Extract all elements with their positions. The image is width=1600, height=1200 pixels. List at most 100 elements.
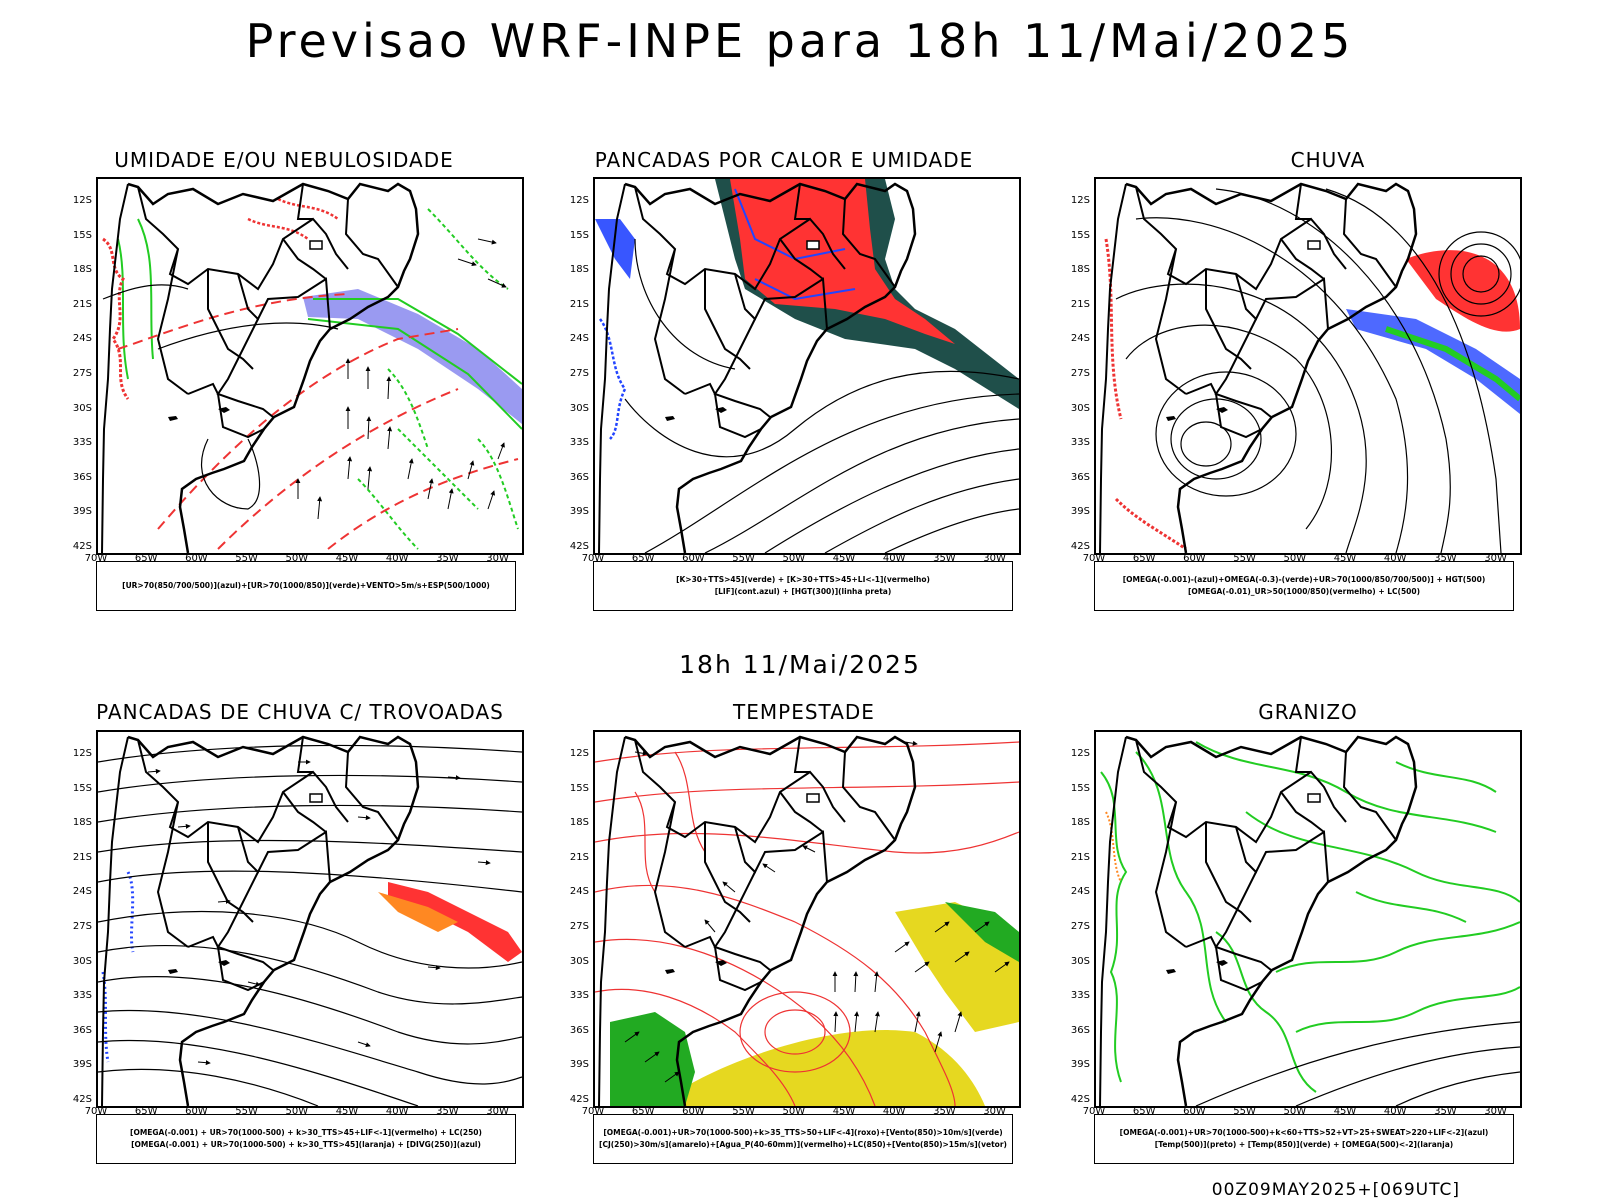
lon-tick-label: 45W bbox=[1333, 553, 1357, 564]
lat-tick-label: 12S bbox=[72, 195, 92, 206]
lon-tick-label: 45W bbox=[832, 1106, 856, 1117]
lon-tick-label: 35W bbox=[933, 553, 956, 564]
lon-tick-label: 65W bbox=[631, 553, 655, 564]
lon-tick-label: 55W bbox=[732, 553, 755, 564]
lon-tick-label: 60W bbox=[1183, 553, 1206, 564]
lat-tick-label: 30S bbox=[569, 955, 589, 967]
legend-pancadas-trovoadas: [OMEGA(-0.001) + UR>70(1000-500) + k>30_… bbox=[96, 1114, 516, 1164]
lat-tick-label: 39S bbox=[569, 506, 589, 518]
lon-tick-label: 45W bbox=[832, 553, 856, 564]
lon-tick-label: 55W bbox=[235, 553, 258, 564]
lon-tick-label: 55W bbox=[235, 1106, 258, 1117]
lat-tick-label: 18S bbox=[569, 817, 589, 829]
lat-tick-label: 15S bbox=[569, 229, 589, 241]
legend-pancadas-calor: [K>30+TTS>45](verde) + [K>30+TTS>45+LI<-… bbox=[593, 561, 1013, 611]
lon-tick-label: 30W bbox=[486, 1106, 509, 1117]
lat-tick-label: 36S bbox=[569, 1024, 589, 1036]
lat-tick-label: 36S bbox=[1070, 1024, 1090, 1036]
lon-tick-label: 40W bbox=[385, 553, 409, 564]
lat-tick-label: 15S bbox=[72, 229, 92, 241]
lon-tick-label: 45W bbox=[335, 1106, 359, 1117]
lon-tick-label: 35W bbox=[436, 553, 459, 564]
lon-tick-label: 65W bbox=[631, 1106, 655, 1117]
lon-tick-label: 30W bbox=[983, 553, 1006, 564]
lat-tick-label: 33S bbox=[569, 990, 589, 1002]
map-tempestade bbox=[593, 730, 1021, 1108]
lat-tick-label: 30S bbox=[569, 402, 589, 414]
lon-tick-label: 60W bbox=[185, 1106, 208, 1117]
lat-tick-label: 18S bbox=[1070, 817, 1090, 829]
panel-title-pancadas-trovoadas: PANCADAS DE CHUVA C/ TROVOADAS bbox=[96, 700, 504, 724]
map-pancadas-trovoadas bbox=[96, 730, 524, 1108]
lon-tick-label: 40W bbox=[1383, 553, 1407, 564]
lon-tick-label: 35W bbox=[1434, 1106, 1457, 1117]
lat-tick-label: 30S bbox=[72, 955, 92, 967]
lon-tick-label: 40W bbox=[882, 1106, 906, 1117]
lat-tick-label: 42S bbox=[569, 541, 589, 552]
lat-tick-label: 36S bbox=[1070, 471, 1090, 483]
lon-tick-label: 70W bbox=[1082, 1106, 1106, 1117]
lat-tick-label: 33S bbox=[72, 437, 92, 449]
lon-tick-label: 35W bbox=[933, 1106, 956, 1117]
lat-tick-label: 18S bbox=[72, 817, 92, 829]
lat-tick-label: 21S bbox=[1070, 851, 1090, 863]
lon-tick-label: 70W bbox=[1082, 553, 1106, 564]
lon-tick-label: 30W bbox=[486, 553, 509, 564]
lat-tick-label: 21S bbox=[569, 298, 589, 310]
lat-tick-label: 27S bbox=[1070, 921, 1090, 932]
lon-tick-label: 55W bbox=[1233, 553, 1256, 564]
lon-tick-label: 30W bbox=[983, 1106, 1006, 1117]
panel-title-granizo: GRANIZO bbox=[1258, 700, 1358, 724]
lon-tick-label: 65W bbox=[134, 1106, 158, 1117]
lat-tick-label: 12S bbox=[569, 748, 589, 759]
lat-tick-label: 36S bbox=[72, 471, 92, 483]
lat-tick-label: 15S bbox=[72, 782, 92, 794]
legend-line: [OMEGA(-0.001)+UR>70(1000-500)+k<60+TTS>… bbox=[1119, 1128, 1489, 1137]
lat-tick-label: 18S bbox=[569, 264, 589, 276]
lon-tick-label: 40W bbox=[1383, 1106, 1407, 1117]
lat-tick-label: 33S bbox=[72, 990, 92, 1002]
legend-line: [OMEGA(-0.001) + UR>70(1000-500) + k>30_… bbox=[131, 1140, 481, 1149]
legend-granizo: [OMEGA(-0.001)+UR>70(1000-500)+k<60+TTS>… bbox=[1094, 1114, 1514, 1164]
lon-tick-label: 70W bbox=[581, 1106, 605, 1117]
mid-title: 18h 11/Mai/2025 bbox=[679, 650, 921, 679]
lat-tick-label: 30S bbox=[72, 402, 92, 414]
lat-tick-label: 33S bbox=[569, 437, 589, 449]
lat-tick-label: 24S bbox=[1070, 886, 1090, 898]
map-pancadas-calor bbox=[593, 177, 1021, 555]
lon-tick-label: 60W bbox=[185, 553, 208, 564]
legend-umidade: [UR>70(850/700/500)](azul)+[UR>70(1000/8… bbox=[96, 561, 516, 611]
map-chuva bbox=[1094, 177, 1522, 555]
lat-tick-label: 18S bbox=[1070, 264, 1090, 276]
lat-tick-label: 12S bbox=[1070, 195, 1090, 206]
lon-tick-label: 50W bbox=[782, 553, 806, 564]
lat-tick-label: 30S bbox=[1070, 955, 1090, 967]
lat-tick-label: 39S bbox=[1070, 506, 1090, 518]
lon-tick-label: 30W bbox=[1484, 1106, 1507, 1117]
lat-tick-label: 21S bbox=[569, 851, 589, 863]
legend-line: [K>30+TTS>45](verde) + [K>30+TTS>45+LI<-… bbox=[676, 575, 930, 584]
panel-title-umidade: UMIDADE E/OU NEBULOSIDADE bbox=[114, 148, 454, 172]
lat-tick-label: 30S bbox=[1070, 402, 1090, 414]
lat-tick-label: 27S bbox=[569, 921, 589, 932]
lat-tick-label: 12S bbox=[72, 748, 92, 759]
lon-tick-label: 50W bbox=[285, 1106, 309, 1117]
lat-tick-label: 36S bbox=[72, 1024, 92, 1036]
legend-line: [OMEGA(-0.001)-(azul)+OMEGA(-0.3)-(verde… bbox=[1122, 575, 1486, 584]
legend-chuva: [OMEGA(-0.001)-(azul)+OMEGA(-0.3)-(verde… bbox=[1094, 561, 1514, 611]
lon-tick-label: 60W bbox=[682, 1106, 705, 1117]
lon-tick-label: 40W bbox=[882, 553, 906, 564]
panel-title-chuva: CHUVA bbox=[1290, 148, 1366, 172]
lon-tick-label: 45W bbox=[335, 553, 359, 564]
legend-line: [OMEGA(-0.001) + UR>70(1000-500) + k>30_… bbox=[130, 1128, 482, 1137]
lon-tick-label: 35W bbox=[1434, 553, 1457, 564]
map-granizo bbox=[1094, 730, 1522, 1108]
lat-tick-label: 24S bbox=[1070, 333, 1090, 345]
lon-tick-label: 50W bbox=[782, 1106, 806, 1117]
lat-tick-label: 36S bbox=[569, 471, 589, 483]
lat-tick-label: 21S bbox=[1070, 298, 1090, 310]
lon-tick-label: 70W bbox=[84, 1106, 108, 1117]
lat-tick-label: 42S bbox=[72, 541, 92, 552]
lat-tick-label: 33S bbox=[1070, 990, 1090, 1002]
legend-line: [LIF](cont.azul) + [HGT(300)](linha pret… bbox=[714, 587, 892, 596]
